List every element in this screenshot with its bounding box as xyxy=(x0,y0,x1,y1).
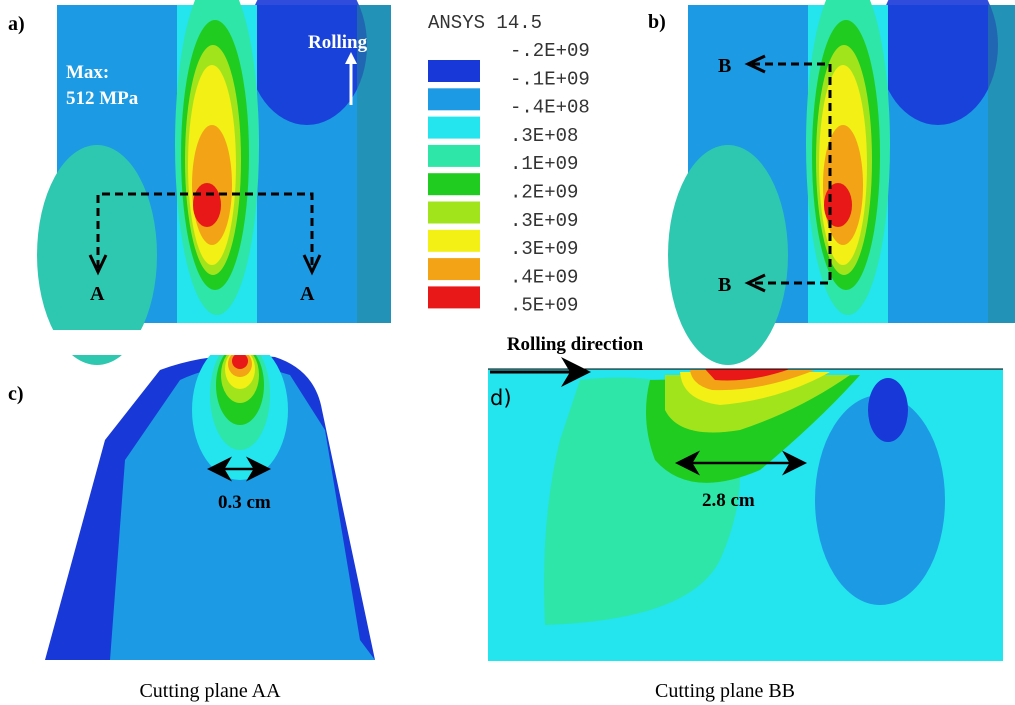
legend-swatch xyxy=(428,60,480,82)
legend-label: .2E+09 xyxy=(510,182,578,204)
direction-label: Rolling direction xyxy=(507,334,644,355)
panel-a: a) Max: 512 MPa Rolling A A xyxy=(8,0,391,365)
legend-swatch xyxy=(428,229,480,252)
panel-label: d) xyxy=(490,386,512,410)
legend-swatch xyxy=(428,144,480,167)
cut-label: A xyxy=(300,283,315,305)
legend-swatch xyxy=(428,116,480,139)
cut-label: A xyxy=(90,283,105,305)
rolling-label: Rolling xyxy=(308,32,368,53)
legend-label: -.2E+09 xyxy=(510,40,590,62)
cut-label: B xyxy=(718,274,731,296)
panel-c: c) 0.3 cm Cutting plane AA xyxy=(0,330,400,702)
panel-label: a) xyxy=(8,13,25,35)
cut-label: B xyxy=(718,55,731,77)
legend-title: ANSYS 14.5 xyxy=(428,12,542,34)
legend-swatch xyxy=(428,258,480,281)
panel-b: b) B B xyxy=(648,0,1015,365)
legend-label: .3E+09 xyxy=(510,210,578,232)
legend-label: .1E+09 xyxy=(510,153,578,175)
panel-label: c) xyxy=(8,383,24,405)
dimension-label: 0.3 cm xyxy=(218,492,271,513)
legend-swatch xyxy=(428,173,480,196)
panel-d: Rolling direction d) 2.8 cm Cutting plan… xyxy=(488,334,1003,702)
legend: ANSYS 14.5 -.2E+09 -.1E+09 -.4E+08 .3E+08 .1… xyxy=(428,12,590,317)
caption: Cutting plane BB xyxy=(655,680,795,702)
legend-label: .3E+09 xyxy=(510,238,578,260)
legend-label: -.1E+09 xyxy=(510,68,590,90)
legend-label: -.4E+08 xyxy=(510,97,590,119)
cut-line xyxy=(96,192,314,268)
caption: Cutting plane AA xyxy=(139,680,281,702)
dimension-label: 2.8 cm xyxy=(702,490,755,511)
legend-label: .3E+08 xyxy=(510,125,578,147)
legend-swatch xyxy=(428,286,480,309)
legend-label: .4E+09 xyxy=(510,266,578,288)
max-value: 512 MPa xyxy=(66,88,139,109)
max-label: Max: xyxy=(66,62,109,83)
legend-swatch xyxy=(428,201,480,224)
panel-label: b) xyxy=(648,11,666,33)
cut-line xyxy=(752,62,832,285)
legend-label: .5E+09 xyxy=(510,295,578,317)
legend-swatch xyxy=(428,88,480,111)
